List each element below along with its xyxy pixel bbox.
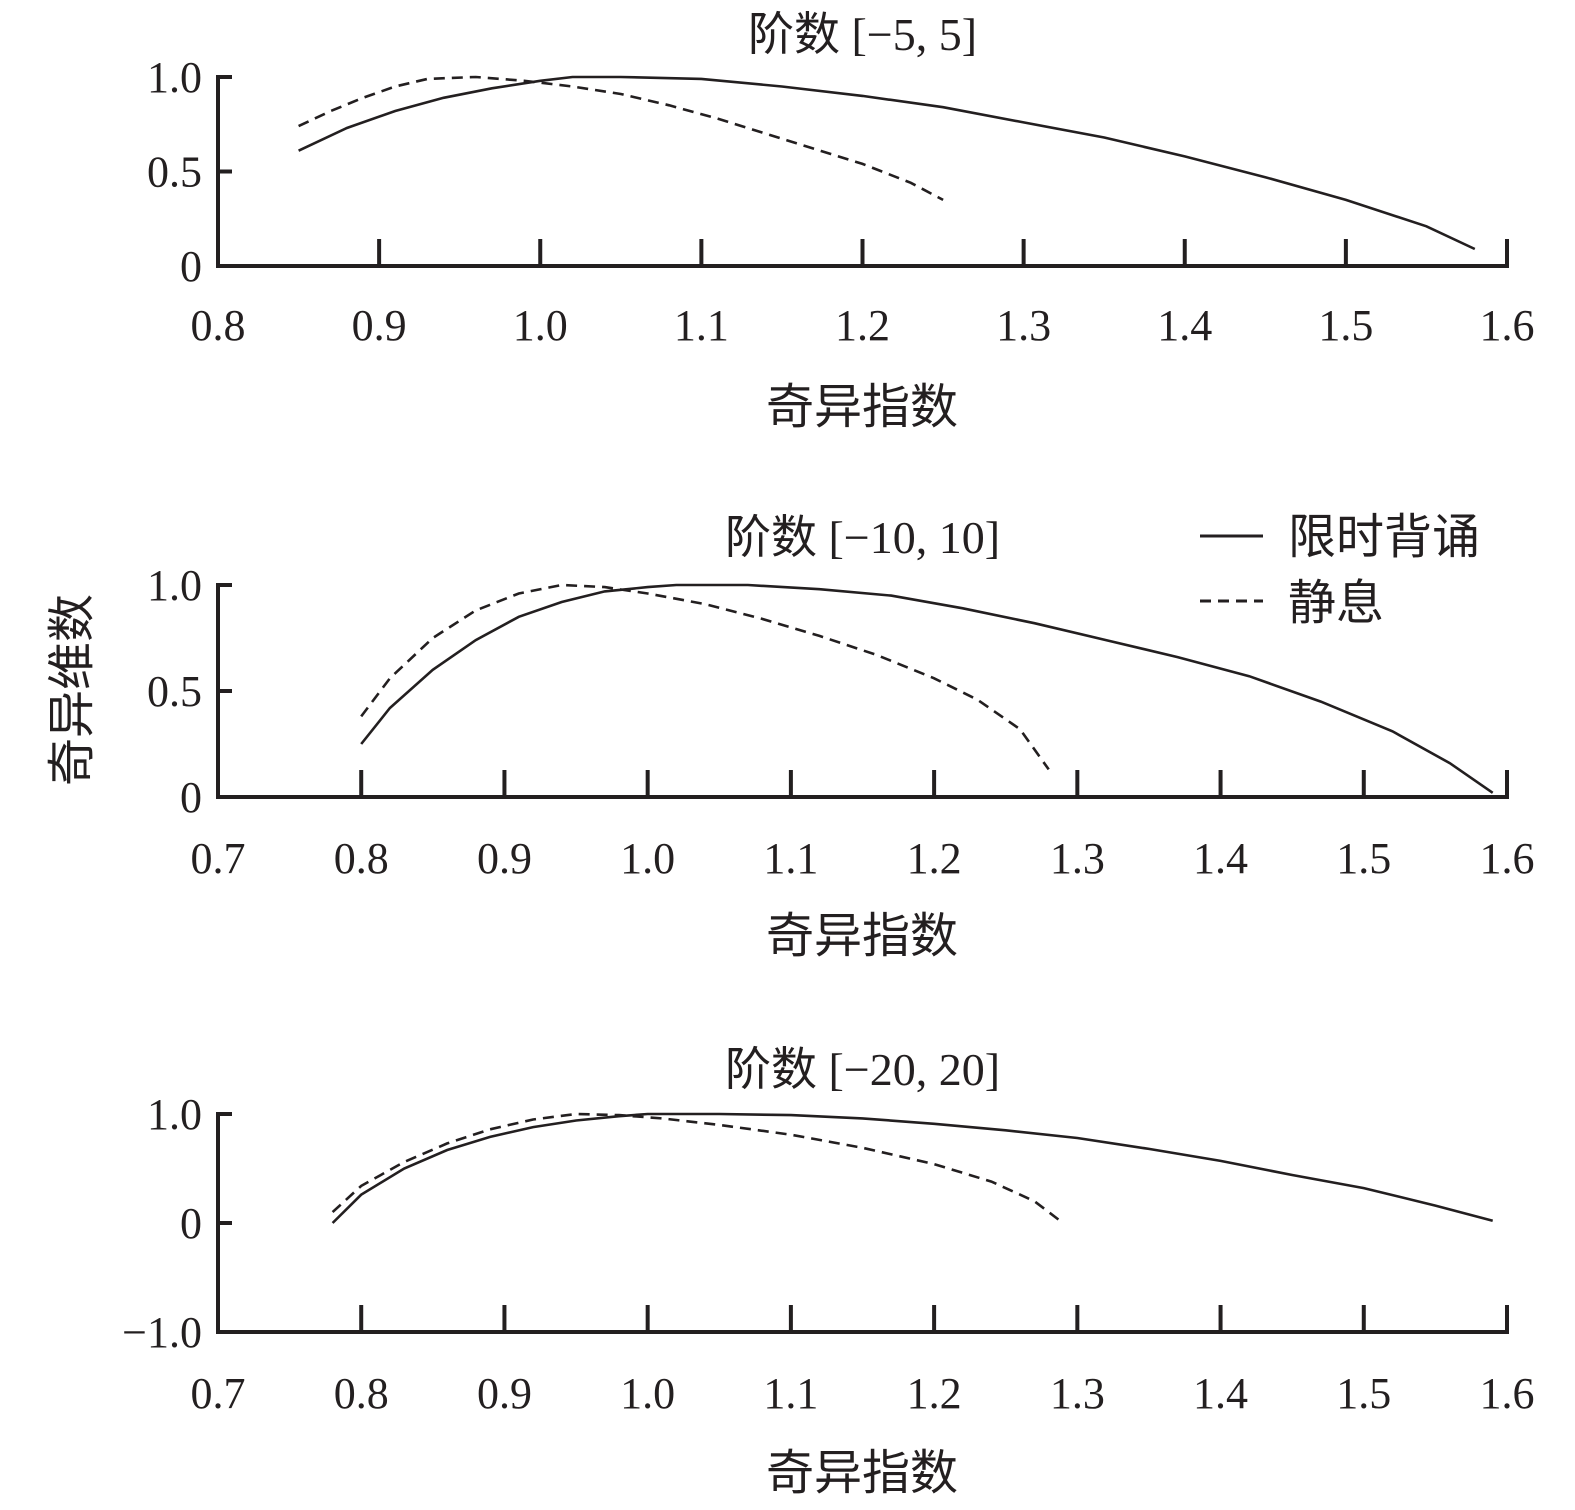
series-line-recitation <box>360 583 1494 794</box>
x-tick-label: 0.9 <box>352 301 407 350</box>
legend-label-dashed: 静息 <box>1288 577 1384 630</box>
x-tick-label: 1.0 <box>620 834 675 883</box>
x-tick-label: 1.5 <box>1336 834 1391 883</box>
x-tick-label: 1.1 <box>763 1369 818 1418</box>
x-tick-label: 0.8 <box>334 1369 389 1418</box>
legend-label-solid: 限时背诵 <box>1288 511 1480 564</box>
x-tick-label: 1.4 <box>1193 834 1248 883</box>
x-tick-label: 1.3 <box>1050 834 1105 883</box>
x-tick-label: 1.4 <box>1193 1369 1248 1418</box>
y-tick-label: 1.0 <box>147 53 202 102</box>
x-tick-label: 0.7 <box>191 834 246 883</box>
x-tick-label: 1.5 <box>1318 301 1373 350</box>
y-tick-label: 0.5 <box>147 667 202 716</box>
y-tick-label: −1.0 <box>122 1308 202 1357</box>
series-line-recitation <box>298 75 1476 251</box>
x-tick-label: 0.7 <box>191 1369 246 1418</box>
chart-title: 阶数 [−5, 5] <box>748 9 977 60</box>
chart-panel-1: 阶数 [−5, 5] 0.8 0.9 1.0 1.1 1.2 1.3 1.4 1.5 1.6 0 0.… <box>147 9 1535 434</box>
x-tick-label: 0.9 <box>477 1369 532 1418</box>
y-tick-label: 0 <box>180 773 202 822</box>
x-tick-label: 1.0 <box>620 1369 675 1418</box>
x-axis-label: 奇异指数 <box>766 1447 958 1500</box>
x-axis-label: 奇异指数 <box>766 910 958 963</box>
x-tick-label: 0.8 <box>191 301 246 350</box>
x-tick-label: 0.9 <box>477 834 532 883</box>
x-tick-label: 1.2 <box>907 834 962 883</box>
y-tick-label: 1.0 <box>147 1090 202 1139</box>
series-line-recitation <box>331 1112 1494 1224</box>
x-axis-label: 奇异指数 <box>766 381 958 434</box>
x-tick-label: 1.3 <box>996 301 1051 350</box>
chart-title: 阶数 [−20, 20] <box>725 1044 1000 1095</box>
x-tick-label: 1.2 <box>835 301 890 350</box>
y-tick-label: 0 <box>180 242 202 291</box>
x-tick-label: 1.3 <box>1050 1369 1105 1418</box>
x-tick-label: 1.2 <box>907 1369 962 1418</box>
y-tick-label: 0 <box>180 1199 202 1248</box>
y-tick-label: 0.5 <box>147 148 202 197</box>
legend: 限时背诵 静息 <box>1200 511 1480 630</box>
x-tick-label: 1.1 <box>674 301 729 350</box>
chart-panel-2: 阶数 [−10, 10] 0.7 0.8 0.9 1.0 1.1 1.2 1.3 1.4 1.5 1… <box>147 512 1535 963</box>
chart-panel-3: 阶数 [−20, 20] 0.7 0.8 0.9 1.0 1.1 1.2 1.3 1.4 1.5 1… <box>122 1044 1534 1500</box>
x-tick-label: 0.8 <box>334 834 389 883</box>
x-tick-label: 1.4 <box>1157 301 1212 350</box>
chart-title: 阶数 [−10, 10] <box>725 512 1000 563</box>
x-tick-label: 1.6 <box>1480 301 1535 350</box>
series-line-resting <box>360 583 1050 771</box>
series-line-resting <box>331 1112 1064 1225</box>
x-tick-label: 1.0 <box>513 301 568 350</box>
series-line-resting <box>298 75 944 202</box>
y-tick-label: 1.0 <box>147 561 202 610</box>
y-axis-label: 奇异维数 <box>46 594 99 786</box>
x-tick-label: 1.6 <box>1480 834 1535 883</box>
x-tick-label: 1.6 <box>1480 1369 1535 1418</box>
x-tick-label: 1.5 <box>1336 1369 1391 1418</box>
x-tick-label: 1.1 <box>763 834 818 883</box>
